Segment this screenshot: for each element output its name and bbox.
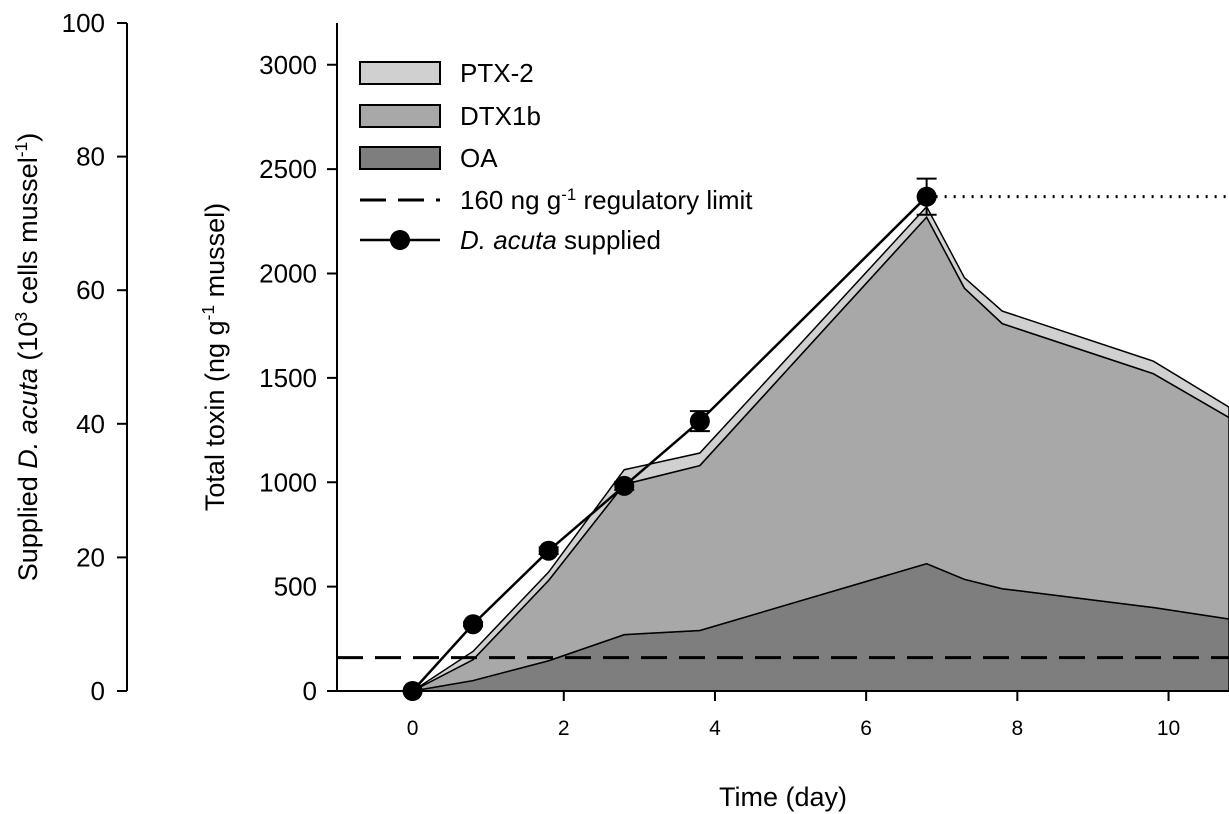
text-part: cells mussel (13, 157, 43, 312)
y-tick-label: 1000 (259, 467, 317, 497)
y2-tick-label: 100 (62, 8, 105, 38)
y2-tick-label: 80 (76, 142, 105, 172)
legend-label: DTX1b (460, 101, 541, 131)
legend-label: PTX-2 (460, 58, 534, 88)
x-tick-label: 10 (1157, 717, 1180, 740)
text-part: -1 (198, 305, 218, 321)
text-part: -1 (561, 185, 576, 204)
text-part: supplied (557, 225, 661, 255)
text-part: 160 ng g (460, 185, 561, 215)
x-tick-label: 8 (1011, 717, 1023, 740)
y2-tick-label: 20 (76, 542, 105, 572)
text-part: (10 (13, 322, 43, 369)
y-tick-label: 500 (274, 572, 317, 602)
text-part: -1 (11, 142, 31, 158)
legend-swatch (359, 61, 441, 85)
y-axis-title: Total toxin (ng g-1 mussel) (198, 203, 230, 511)
y2-tick-label: 40 (76, 409, 105, 439)
legend-swatch (359, 146, 441, 170)
legend-swatch (359, 104, 441, 128)
legend-label: D. acuta supplied (460, 225, 661, 255)
text-part: ) (13, 133, 43, 142)
text-part: mussel) (200, 203, 230, 305)
text-part: Total toxin (ng g (200, 321, 230, 512)
text-part: 3 (11, 312, 31, 322)
y-tick-label: 2000 (259, 259, 317, 289)
y-tick-label: 1500 (259, 363, 317, 393)
y-tick-label: 0 (303, 676, 317, 706)
supply-point (463, 614, 484, 635)
x-tick-label: 0 (407, 717, 419, 740)
text-part: regulatory limit (576, 185, 753, 215)
x-tick-label: 6 (860, 717, 872, 740)
y-tick-label: 3000 (259, 50, 317, 80)
y-tick-label: 2500 (259, 154, 317, 184)
x-tick-label: 4 (709, 717, 721, 740)
y2-tick-label: 0 (91, 676, 105, 706)
x-axis-title: Time (day) (719, 782, 847, 812)
supply-point (614, 475, 635, 496)
supply-point (538, 540, 559, 561)
text-part: D. acuta (460, 225, 557, 255)
legend-label: OA (460, 143, 498, 173)
supply-point (916, 186, 937, 207)
y2-tick-label: 60 (76, 275, 105, 305)
supply-line (411, 195, 928, 692)
legend-label: 160 ng g-1 regulatory limit (460, 185, 753, 216)
supply-point (689, 411, 710, 432)
legend-supply-marker (390, 230, 410, 250)
text-part: D. acuta (13, 368, 43, 469)
y2-axis-title: Supplied D. acuta (103 cells mussel-1) (11, 133, 43, 582)
x-tick-label: 2 (558, 717, 570, 740)
area (412, 205, 1229, 692)
text-part: Supplied (13, 469, 43, 582)
